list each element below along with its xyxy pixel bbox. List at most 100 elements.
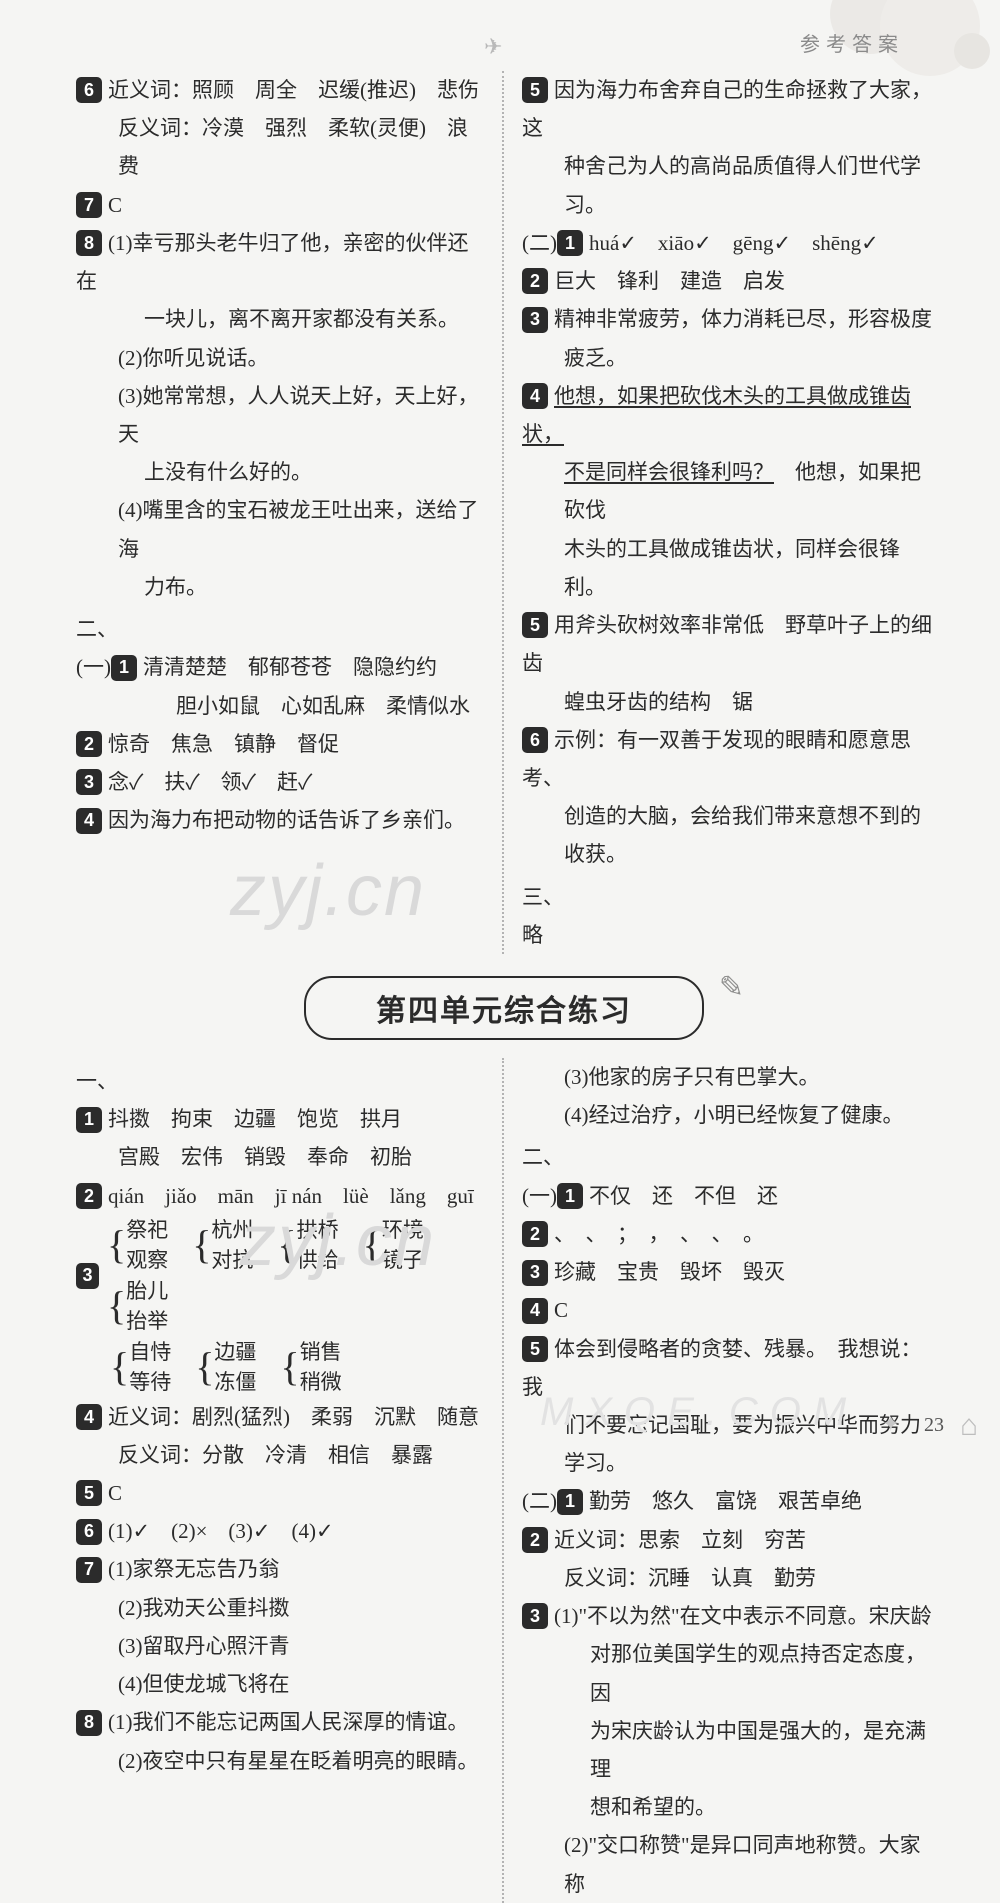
- text: 对那位美国学生的观点持否定态度，因: [522, 1635, 932, 1711]
- top-columns: 6近义词：照顾 周全 迟缓(推迟) 悲伤 反义词：冷漠 强烈 柔软(灵便) 浪费…: [64, 71, 944, 954]
- text: (4)但使龙城飞将在: [76, 1665, 484, 1703]
- text: 不仅 还 不但 还: [589, 1184, 778, 1208]
- badge-8: 8: [76, 1710, 102, 1736]
- text: (1)幸亏那头老牛归了他，亲密的伙伴还在: [76, 231, 469, 293]
- badge-1: 1: [557, 1489, 583, 1515]
- text: 一块儿，离不离开家都没有关系。: [76, 300, 484, 338]
- text: (1)"不以为然"在文中表示不同意。宋庆龄: [554, 1604, 932, 1628]
- text: (1)我们不能忘记两国人民深厚的情谊。: [108, 1710, 469, 1734]
- text: 蝗虫牙齿的结构 锯: [522, 683, 932, 721]
- badge-3: 3: [76, 769, 102, 795]
- brace-row-2: {自恃等待{边疆冻僵{销售稍微: [76, 1337, 484, 1398]
- badge-5: 5: [522, 1336, 548, 1362]
- section-2: 二、: [522, 1138, 932, 1176]
- badge-3: 3: [76, 1263, 99, 1289]
- text: (3)留取丹心照汗青: [76, 1627, 484, 1665]
- text: 体会到侵略者的贪婪、残暴。 我想说：我: [522, 1337, 922, 1399]
- badge-2: 2: [522, 1221, 548, 1247]
- text: qián jiǎo mān jī nán lüè lǎng guī: [108, 1184, 474, 1208]
- page-root: ✈ 参考答案 6近义词：照顾 周全 迟缓(推迟) 悲伤 反义词：冷漠 强烈 柔软…: [0, 0, 1000, 1451]
- text: 创造的大脑，会给我们带来意想不到的: [522, 797, 932, 835]
- badge-6: 6: [76, 1519, 102, 1545]
- unit-banner: 第四单元综合练习 ✎: [64, 976, 944, 1040]
- text: C: [108, 1481, 122, 1505]
- badge-3: 3: [522, 307, 548, 333]
- badge-5: 5: [522, 612, 548, 638]
- badge-5: 5: [522, 77, 548, 103]
- text: 们不要忘记国耻，要为振兴中华而努力: [522, 1406, 932, 1444]
- text: (1)家祭无忘告乃翁: [108, 1557, 280, 1581]
- section-2: 二、: [76, 610, 484, 648]
- badge-8: 8: [76, 230, 102, 256]
- badge-2: 2: [76, 1183, 102, 1209]
- text: (2)我劝天公重抖擞: [76, 1589, 484, 1627]
- badge-4: 4: [76, 808, 102, 834]
- badge-1: 1: [76, 1107, 102, 1133]
- banner-decor-icon: ✎: [719, 970, 744, 1005]
- text: 勤劳 悠久 富饶 艰苦卓绝: [589, 1489, 862, 1513]
- text: 力布。: [76, 568, 484, 606]
- badge-3: 3: [522, 1603, 548, 1629]
- text: (2)"交口称赞"是异口同声地称赞。大家称: [522, 1826, 932, 1902]
- text: 惊奇 焦急 镇静 督促: [108, 732, 339, 756]
- badge-2: 2: [522, 1527, 548, 1553]
- section-1: 一、: [76, 1062, 484, 1100]
- bottom-right-column: (3)他家的房子只有巴掌大。 (4)经过治疗，小明已经恢复了健康。 二、 (一)…: [504, 1058, 944, 1903]
- text: (一): [522, 1184, 557, 1208]
- page-header: ✈ 参考答案: [64, 28, 944, 57]
- text: 因为海力布把动物的话告诉了乡亲们。: [108, 808, 465, 832]
- text: 清清楚楚 郁郁苍苍 隐隐约约: [143, 655, 437, 679]
- text: 近义词：思索 立刻 穷苦: [554, 1528, 806, 1552]
- text: 珍藏 宝贵 毁坏 毁灭: [554, 1260, 785, 1284]
- footer-decor-icon: ✦: [882, 1411, 900, 1437]
- badge-7: 7: [76, 192, 102, 218]
- text: 用斧头砍树效率非常低 野草叶子上的细齿: [522, 613, 932, 675]
- badge-3: 3: [522, 1260, 548, 1286]
- text: 学习。: [522, 1444, 932, 1482]
- badge-2: 2: [76, 731, 102, 757]
- text: 、 、 ； ， 、 、 。: [554, 1222, 764, 1246]
- badge-4: 4: [522, 1298, 548, 1324]
- text: 收获。: [522, 835, 932, 873]
- text: 反义词：分散 冷清 相信 暴露: [76, 1436, 484, 1474]
- bottom-columns: 一、 1抖擞 拘束 边疆 饱览 拱月 宫殿 宏伟 销毁 奉命 初胎 2qián …: [64, 1058, 944, 1903]
- text: 宫殿 宏伟 销毁 奉命 初胎: [76, 1138, 484, 1176]
- text: 精神非常疲劳，体力消耗已尽，形容极度: [554, 307, 932, 331]
- text: 想和希望的。: [522, 1788, 932, 1826]
- badge-1: 1: [557, 230, 583, 256]
- text: 近义词：照顾 周全 迟缓(推迟) 悲伤: [108, 78, 479, 102]
- underlined-text: 他想，如果把砍伐木头的工具做成锥齿状，: [522, 384, 911, 446]
- page-corner-icon: ⌂: [960, 1409, 978, 1443]
- text: 示例：有一双善于发现的眼睛和愿意思考、: [522, 728, 911, 790]
- page-number: 23: [924, 1414, 944, 1437]
- section-3: 三、: [522, 878, 932, 916]
- text: 胆小如鼠 心如乱麻 柔情似水: [76, 687, 484, 725]
- top-right-column: 5因为海力布舍弃自己的生命拯救了大家，这 种舍己为人的高尚品质值得人们世代学习。…: [504, 71, 944, 954]
- badge-4: 4: [522, 383, 548, 409]
- text: 木头的工具做成锥齿状，同样会很锋利。: [522, 530, 932, 606]
- text: 反义词：沉睡 认真 勤劳: [522, 1559, 932, 1597]
- text: (4)经过治疗，小明已经恢复了健康。: [522, 1096, 932, 1134]
- text: (一): [76, 655, 111, 679]
- badge-4: 4: [76, 1404, 102, 1430]
- badge-2: 2: [522, 268, 548, 294]
- text: 因为海力布舍弃自己的生命拯救了大家，这: [522, 78, 932, 140]
- header-title: 参考答案: [800, 34, 904, 56]
- text: 种舍己为人的高尚品质值得人们世代学习。: [522, 147, 932, 223]
- banner-title: 第四单元综合练习: [304, 976, 704, 1040]
- paper-plane-icon: ✈: [484, 34, 508, 60]
- text: 疲乏。: [522, 339, 932, 377]
- badge-7: 7: [76, 1557, 102, 1583]
- text: (4)嘴里含的宝石被龙王吐出来，送给了海: [76, 491, 484, 567]
- badge-1: 1: [111, 655, 137, 681]
- text: 抖擞 拘束 边疆 饱览 拱月: [108, 1107, 402, 1131]
- text: (2)你听见说话。: [76, 339, 484, 377]
- bottom-left-column: 一、 1抖擞 拘束 边疆 饱览 拱月 宫殿 宏伟 销毁 奉命 初胎 2qián …: [64, 1058, 504, 1903]
- text: 念✓ 扶✓ 领✓ 赶✓: [108, 770, 312, 794]
- text: (3)他家的房子只有巴掌大。: [522, 1058, 932, 1096]
- text: 上没有什么好的。: [76, 453, 484, 491]
- badge-1: 1: [557, 1183, 583, 1209]
- top-left-column: 6近义词：照顾 周全 迟缓(推迟) 悲伤 反义词：冷漠 强烈 柔软(灵便) 浪费…: [64, 71, 504, 954]
- text: C: [108, 193, 122, 217]
- text: (二): [522, 231, 557, 255]
